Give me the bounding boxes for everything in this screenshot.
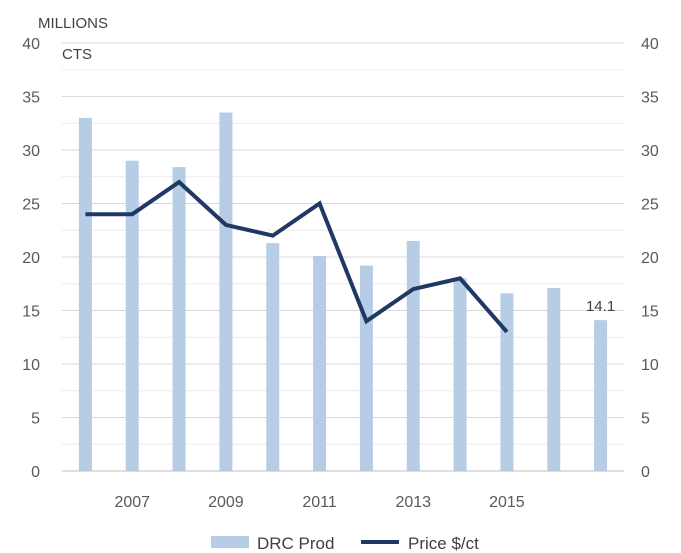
y-tick-label-left: 35: [22, 90, 40, 107]
y-tick-label-left: 10: [22, 357, 40, 374]
y-tick-label-left: 0: [31, 464, 40, 481]
y-tick-label-right: 20: [641, 250, 659, 267]
price-line: [85, 179, 509, 334]
legend-label-drc-prod: DRC Prod: [257, 534, 334, 553]
bar-drc-prod-2009: [219, 112, 233, 472]
bar-drc-prod-2012: [359, 265, 373, 471]
y-tick-label-left: 30: [22, 143, 40, 160]
unit-label-cts: CTS: [62, 46, 92, 63]
bar-drc-prod-2013: [406, 240, 420, 471]
bar-drc-prod-2014: [453, 278, 467, 471]
x-tick-label: 2013: [395, 494, 431, 511]
x-axis: 2007 2009 2011 2013 2015: [62, 470, 624, 511]
price-line-group: [85, 179, 509, 334]
y-axis-right: 0 5 10 15 20 25 30 35 40: [641, 36, 659, 481]
unit-label-millions: MILLIONS: [38, 15, 108, 32]
data-label: 14.1: [586, 298, 615, 315]
bar-drc-prod-2010: [266, 243, 280, 471]
y-tick-label-right: 35: [641, 90, 659, 107]
x-tick-label: 2011: [302, 494, 337, 511]
y-tick-label-right: 10: [641, 357, 659, 374]
x-tick-label: 2015: [489, 494, 525, 511]
bars: [78, 112, 608, 472]
y-tick-label-right: 15: [641, 304, 659, 321]
legend-swatch-drc-prod: [211, 536, 249, 548]
data-labels: 14.1: [586, 298, 615, 315]
bar-drc-prod-2016: [547, 288, 561, 471]
y-tick-label-right: 30: [641, 143, 659, 160]
bar-drc-prod-2008: [172, 167, 186, 471]
y-tick-label-right: 5: [641, 411, 650, 428]
legend: DRC Prod Price $/ct: [211, 534, 479, 553]
y-tick-label-left: 5: [31, 411, 40, 428]
x-tick-label: 2007: [114, 494, 150, 511]
legend-label-price: Price $/ct: [408, 534, 479, 553]
bar-drc-prod-2007: [125, 160, 139, 471]
bar-drc-prod-2006: [78, 117, 92, 472]
y-tick-label-left: 25: [22, 197, 40, 214]
y-tick-label-right: 40: [641, 36, 659, 53]
bar-drc-prod-2015: [500, 293, 514, 471]
gridlines: [62, 42, 624, 445]
y-tick-label-left: 20: [22, 250, 40, 267]
bar-drc-prod-2011: [313, 255, 327, 471]
y-tick-label-right: 0: [641, 464, 650, 481]
y-tick-label-left: 40: [22, 36, 40, 53]
x-tick-label: 2009: [208, 494, 244, 511]
y-tick-label-left: 15: [22, 304, 40, 321]
y-tick-label-right: 25: [641, 197, 659, 214]
y-axis-left: 0 5 10 15 20 25 30 35 40: [22, 36, 40, 481]
bar-drc-prod-2017: [594, 320, 608, 471]
